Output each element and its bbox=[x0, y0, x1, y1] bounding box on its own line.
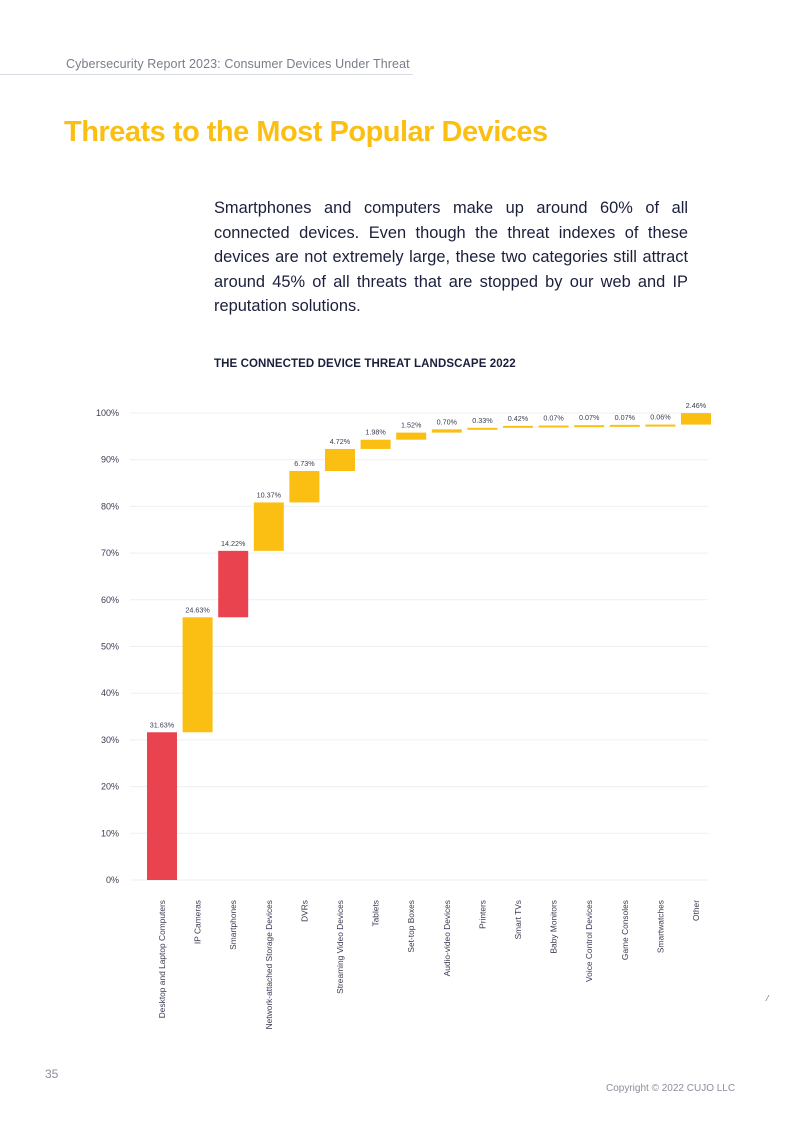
data-label: 24.63% bbox=[185, 605, 210, 614]
y-tick-label: 40% bbox=[101, 688, 119, 698]
data-label: 0.70% bbox=[437, 417, 458, 426]
category-label: Streaming Video Devices bbox=[335, 900, 345, 994]
data-label: 14.22% bbox=[221, 539, 246, 548]
page-number: 35 bbox=[45, 1067, 59, 1081]
category-label: DVRs bbox=[299, 900, 309, 922]
copyright: Copyright © 2022 CUJO LLC bbox=[606, 1083, 736, 1094]
data-label: 4.72% bbox=[330, 437, 351, 446]
running-header: Cybersecurity Report 2023: Consumer Devi… bbox=[66, 57, 410, 71]
category-label: Network-attached Storage Devices bbox=[264, 900, 274, 1029]
bar-network-attached-storage-devices bbox=[253, 502, 284, 551]
gridlines bbox=[130, 412, 708, 881]
data-label: 31.63% bbox=[150, 720, 175, 729]
stray-mark: ⁄ bbox=[767, 994, 769, 1003]
data-label: 6.73% bbox=[294, 459, 315, 468]
y-tick-label: 30% bbox=[101, 735, 119, 745]
category-label: Tablets bbox=[371, 900, 381, 927]
category-label: Desktop and Laptop Computers bbox=[157, 900, 167, 1018]
intro-paragraph: Smartphones and computers make up around… bbox=[214, 199, 688, 315]
data-label: 1.52% bbox=[401, 421, 422, 430]
y-tick-label: 60% bbox=[101, 595, 119, 605]
data-label: 0.33% bbox=[472, 416, 493, 425]
data-label: 2.46% bbox=[686, 401, 707, 410]
bar-smartwatches bbox=[645, 424, 676, 427]
page-title: Threats to the Most Popular Devices bbox=[64, 116, 548, 148]
data-label: 0.07% bbox=[543, 414, 564, 423]
category-label: Printers bbox=[477, 900, 487, 929]
y-tick-label: 50% bbox=[101, 642, 119, 652]
bar-desktop-and-laptop-computers bbox=[147, 732, 177, 880]
y-tick-label: 80% bbox=[101, 501, 119, 511]
data-label: 0.07% bbox=[615, 413, 636, 422]
bar-other bbox=[681, 413, 711, 425]
category-label: Smart TVs bbox=[513, 900, 523, 939]
category-label: Other bbox=[691, 900, 701, 921]
header-divider bbox=[0, 74, 413, 75]
data-label: 1.98% bbox=[365, 428, 386, 437]
bar-smartphones bbox=[218, 550, 249, 618]
category-label: Smartwatches bbox=[655, 900, 665, 953]
bar-voice-control-devices bbox=[574, 425, 605, 428]
bar-ip-cameras bbox=[182, 617, 213, 733]
category-label: Baby Monitors bbox=[549, 900, 559, 954]
category-label: Smartphones bbox=[228, 900, 238, 950]
x-axis-categories: Desktop and Laptop Computers IP Cameras Sm… bbox=[157, 900, 701, 1030]
bar-game-consoles bbox=[609, 424, 640, 427]
category-label: Voice Control Devices bbox=[584, 900, 594, 982]
data-label: 0.07% bbox=[579, 413, 600, 422]
bar-printers bbox=[467, 427, 498, 430]
category-label: Game Consoles bbox=[620, 900, 630, 960]
y-axis-ticks: 0% 10% 20% 30% 40% 50% 60% 70% 80% 90% 100% bbox=[96, 408, 119, 885]
bar-set-top-boxes bbox=[396, 432, 427, 440]
category-label: Audio-video Devices bbox=[442, 900, 452, 976]
bar-audio-video-devices bbox=[431, 429, 462, 433]
bar-baby-monitors bbox=[538, 425, 569, 428]
bars bbox=[147, 413, 711, 880]
y-tick-label: 100% bbox=[96, 408, 119, 418]
data-labels: 31.63% 24.63% 14.22% 10.37% 6.73% 4.72% 1.98% 1… bbox=[150, 401, 707, 729]
y-tick-label: 90% bbox=[101, 455, 119, 465]
category-label: Set-top Boxes bbox=[406, 900, 416, 953]
bar-streaming-video-devices bbox=[325, 448, 355, 472]
y-tick-label: 10% bbox=[101, 828, 119, 838]
y-tick-label: 20% bbox=[101, 782, 119, 792]
y-tick-label: 70% bbox=[101, 548, 119, 558]
bar-smart-tvs bbox=[503, 425, 533, 428]
bar-tablets bbox=[360, 439, 391, 449]
chart-title: THE CONNECTED DEVICE THREAT LANDSCAPE 20… bbox=[214, 358, 516, 370]
data-label: 10.37% bbox=[257, 490, 282, 499]
bar-dvrs bbox=[289, 471, 320, 503]
data-label: 0.06% bbox=[650, 413, 671, 422]
category-label: IP Cameras bbox=[193, 900, 203, 944]
data-label: 0.42% bbox=[508, 414, 529, 423]
y-tick-label: 0% bbox=[106, 875, 119, 885]
